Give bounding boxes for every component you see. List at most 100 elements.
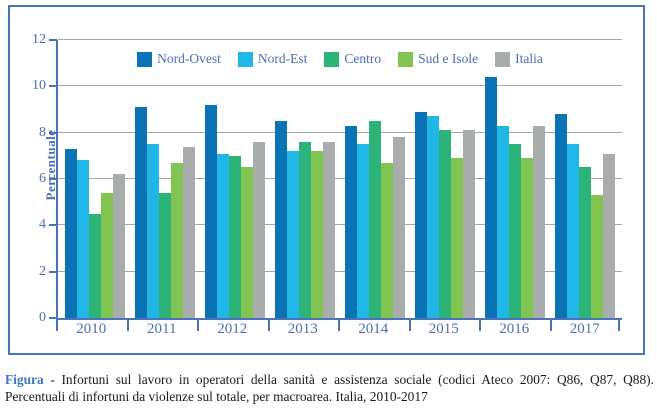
x-label-2011: 2011 [147, 321, 177, 337]
x-tick-0 [56, 318, 58, 331]
x-tick-1 [126, 318, 129, 331]
y-tick-12 [49, 39, 57, 41]
bar-2012-italia [253, 141, 265, 318]
bar-groups [58, 40, 622, 318]
y-tick-label-6: 6 [39, 171, 46, 186]
bar-group-2011 [130, 40, 200, 318]
legend-item-italia: Italia [495, 51, 543, 67]
legend-label: Centro [344, 51, 382, 66]
bar-2012-centro [229, 155, 241, 318]
caption-line-1: Figura - Infortuni sul lavoro in operato… [5, 371, 654, 388]
bar-2013-nord-ovest [275, 121, 287, 318]
legend-swatch-icon [398, 51, 414, 67]
bar-group-2017 [550, 40, 620, 318]
legend-swatch-icon [137, 51, 153, 67]
bar-2011-sud-e-isole [171, 162, 183, 318]
legend-item-nord-ovest: Nord-Ovest [137, 51, 221, 67]
legend-swatch-icon [324, 51, 340, 67]
bar-2017-centro [579, 167, 591, 318]
bar-2010-centro [89, 213, 101, 318]
bar-2010-nord-est [77, 160, 89, 318]
x-tick-4 [338, 318, 340, 331]
bar-2016-sud-e-isole [521, 158, 533, 318]
bar-2016-nord-est [497, 125, 509, 318]
bar-2013-centro [299, 141, 311, 318]
y-tick-label-10: 10 [32, 78, 46, 94]
plot-area: Nord-Ovest Nord-Est Centro Sud e Isole Itali… [32, 32, 622, 325]
bar-2012-nord-ovest [205, 104, 217, 318]
bar-group-2015 [410, 40, 480, 318]
x-label-2010: 2010 [76, 321, 107, 337]
bar-2010-sud-e-isole [101, 192, 113, 318]
y-tick-label-4: 4 [39, 217, 46, 233]
bar-2016-nord-ovest [485, 77, 497, 318]
bar-2013-nord-est [287, 151, 299, 318]
bar-2016-italia [533, 125, 545, 318]
legend-swatch-icon [495, 51, 511, 67]
bar-2013-sud-e-isole [311, 151, 323, 318]
bar-group-2012 [200, 40, 270, 318]
gridline-y-8 [58, 131, 622, 133]
x-tick-6 [479, 318, 481, 331]
gridline-y-10 [58, 85, 622, 87]
bar-group-2010 [60, 40, 130, 318]
x-axis-band: 2010 2011 2012 2013 2014 2015 2016 2017 [56, 318, 620, 344]
bar-2015-italia [463, 130, 475, 318]
x-label-2012: 2012 [217, 321, 248, 337]
x-tick-7 [549, 318, 552, 331]
bar-2012-sud-e-isole [241, 167, 253, 318]
y-tick-label-12: 12 [32, 32, 46, 47]
x-tick-3 [267, 318, 270, 331]
bar-2017-italia [603, 153, 615, 318]
x-tick-5 [408, 318, 411, 331]
bar-2010-nord-ovest [65, 148, 77, 318]
y-tick-8 [49, 131, 57, 134]
bar-group-2016 [480, 40, 550, 318]
x-label-2013: 2013 [287, 321, 318, 337]
legend-label: Italia [515, 51, 543, 66]
x-tick-8 [618, 318, 620, 331]
bar-2014-italia [393, 137, 405, 318]
y-tick-label-8: 8 [39, 124, 46, 140]
bar-2011-nord-est [147, 144, 159, 318]
legend-label: Sud e Isole [418, 51, 479, 66]
bar-2014-sud-e-isole [381, 162, 393, 318]
bar-2011-italia [183, 146, 195, 318]
gridline-y-2 [58, 270, 622, 272]
bar-2014-nord-est [357, 144, 369, 318]
gridline-y-4 [58, 224, 622, 226]
y-tick-0 [49, 317, 57, 319]
bar-2014-centro [369, 121, 381, 318]
bar-2013-italia [323, 141, 335, 318]
caption-line1-text: - Infortuni sul lavoro in operatori dell… [43, 372, 654, 387]
bar-group-2013 [270, 40, 340, 318]
legend: Nord-Ovest Nord-Est Centro Sud e Isole Itali… [58, 51, 622, 67]
bar-2011-centro [159, 192, 171, 318]
caption-line-2: Percentuali di infortuni da violenze sul… [5, 389, 428, 405]
figure-frame: Percentuale Nord-Ovest Nord-Est Centro Sud … [8, 5, 645, 355]
legend-item-nord-est: Nord-Est [237, 51, 307, 67]
bar-2015-sud-e-isole [451, 158, 463, 318]
bar-2017-nord-est [567, 144, 579, 318]
y-tick-6 [49, 178, 57, 180]
x-label-2016: 2016 [499, 321, 530, 337]
legend-swatch-icon [237, 51, 253, 67]
bar-2016-centro [509, 144, 521, 318]
bar-2010-italia [113, 174, 125, 318]
bar-2017-nord-ovest [555, 114, 567, 318]
bar-2011-nord-ovest [135, 107, 147, 318]
y-tick-label-0: 0 [39, 310, 46, 325]
bar-2015-nord-ovest [415, 111, 427, 318]
gridline-y-6 [58, 178, 622, 179]
legend-item-centro: Centro [324, 51, 381, 67]
x-label-2017: 2017 [569, 321, 600, 337]
bar-2015-nord-est [427, 116, 439, 318]
legend-item-sud-e-isole: Sud e Isole [398, 51, 478, 67]
y-tick-2 [49, 270, 57, 273]
bar-2014-nord-ovest [345, 125, 357, 318]
legend-label: Nord-Ovest [157, 51, 221, 66]
bar-2017-sud-e-isole [591, 195, 603, 318]
y-tick-4 [49, 224, 57, 227]
y-tick-label-2: 2 [39, 263, 46, 279]
y-tick-10 [49, 85, 57, 88]
